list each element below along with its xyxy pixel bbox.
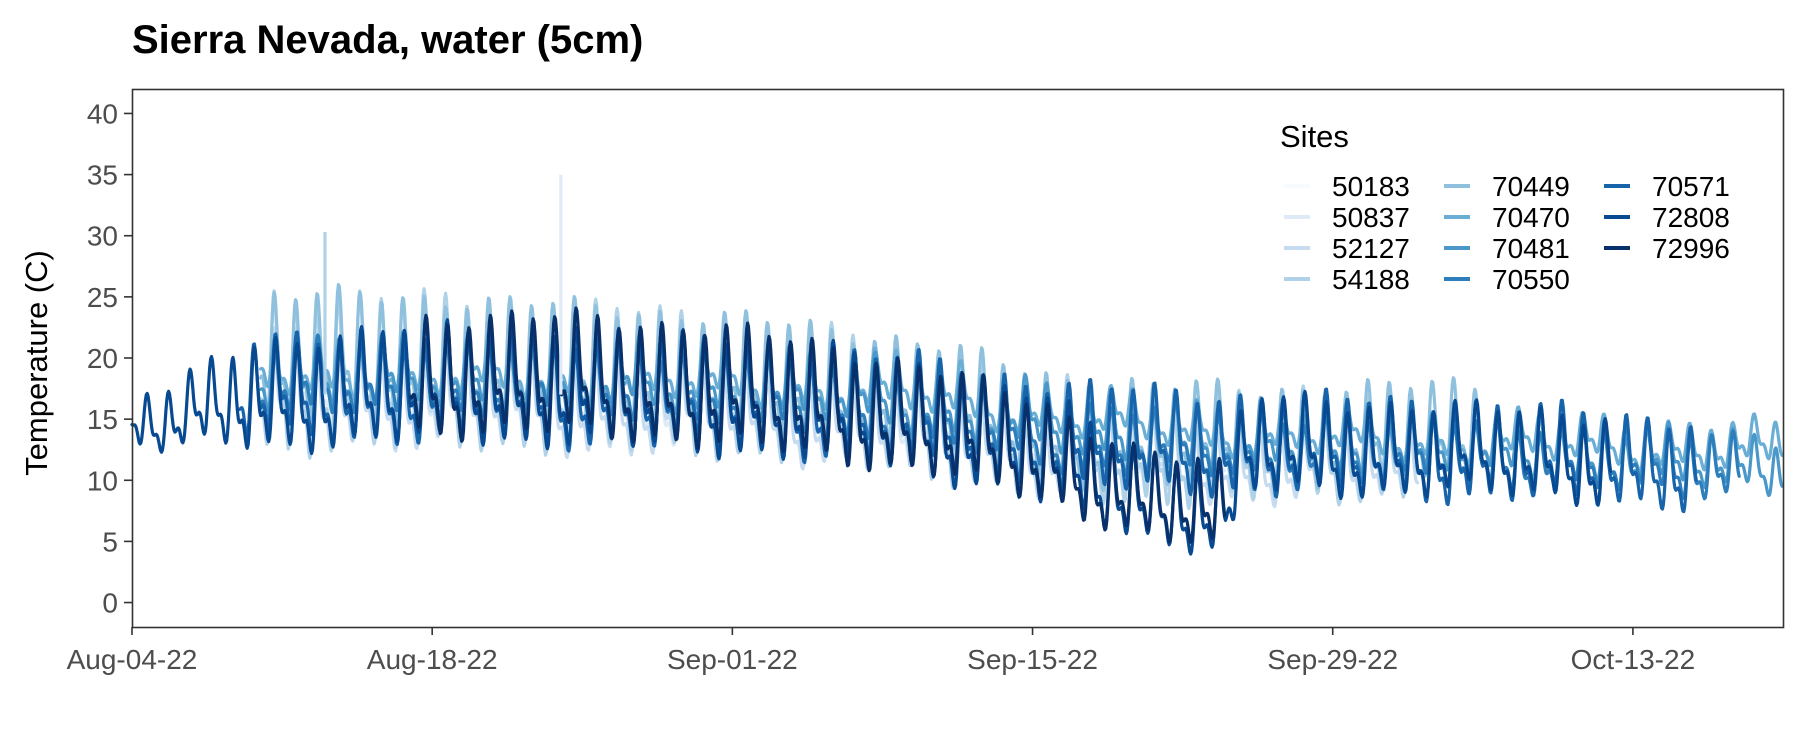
legend-label-52127: 52127 bbox=[1332, 233, 1410, 264]
x-tick-label: Sep-01-22 bbox=[667, 644, 798, 675]
legend-label-70449: 70449 bbox=[1492, 171, 1570, 202]
y-tick-label: 0 bbox=[102, 588, 118, 619]
chart-title: Sierra Nevada, water (5cm) bbox=[132, 18, 643, 62]
legend-label-70481: 70481 bbox=[1492, 233, 1570, 264]
legend-title: Sites bbox=[1280, 119, 1349, 154]
x-tick-label: Sep-15-22 bbox=[967, 644, 1098, 675]
plot-panel-border bbox=[131, 88, 1785, 629]
legend-label-72808: 72808 bbox=[1652, 202, 1730, 233]
legend-label-70470: 70470 bbox=[1492, 202, 1570, 233]
series-layer bbox=[130, 174, 1784, 556]
series-line-72996 bbox=[409, 306, 1227, 544]
y-tick-label: 20 bbox=[87, 343, 118, 374]
legend-label-70571: 70571 bbox=[1652, 171, 1730, 202]
y-tick-label: 35 bbox=[87, 160, 118, 191]
legend-label-50183: 50183 bbox=[1332, 171, 1410, 202]
y-tick-label: 30 bbox=[87, 221, 118, 252]
legend-label-54188: 54188 bbox=[1332, 264, 1410, 295]
y-tick-label: 10 bbox=[87, 465, 118, 496]
legend-label-70550: 70550 bbox=[1492, 264, 1570, 295]
y-axis-title: Temperature (C) bbox=[19, 250, 54, 476]
legend-label-50837: 50837 bbox=[1332, 202, 1410, 233]
x-tick-label: Aug-04-22 bbox=[67, 644, 198, 675]
x-axis: Aug-04-22 Aug-18-22 Sep-01-22 Sep-15-22 Sep-… bbox=[67, 627, 1696, 675]
y-tick-label: 25 bbox=[87, 282, 118, 313]
x-tick-label: Aug-18-22 bbox=[367, 644, 498, 675]
x-tick-label: Sep-29-22 bbox=[1267, 644, 1398, 675]
y-tick-label: 5 bbox=[102, 526, 118, 557]
y-axis: 0 5 10 15 20 25 30 35 40 bbox=[87, 98, 132, 619]
y-tick-label: 40 bbox=[87, 98, 118, 129]
x-tick-label: Oct-13-22 bbox=[1571, 644, 1696, 675]
y-tick-label: 15 bbox=[87, 404, 118, 435]
legend-label-72996: 72996 bbox=[1652, 233, 1730, 264]
